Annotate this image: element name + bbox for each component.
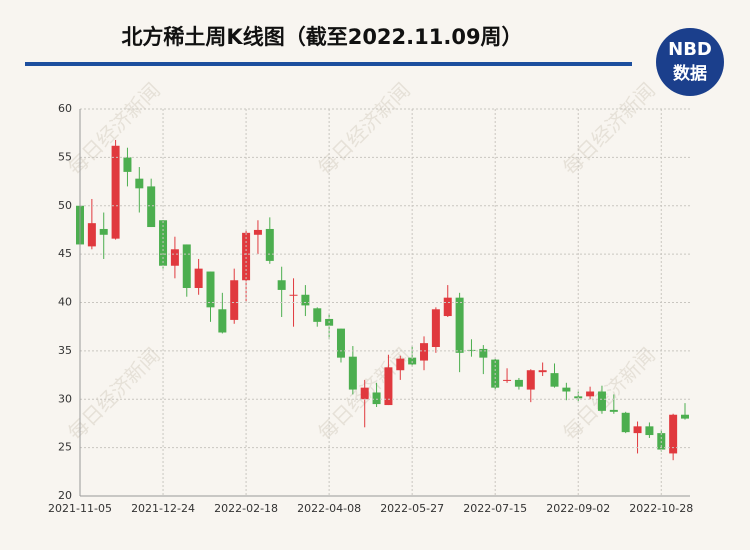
candle-body [360,387,369,400]
title-rule [25,62,632,66]
logo-badge [656,28,724,96]
candle-body [586,391,595,397]
candle-body [514,379,523,387]
y-tick-label: 55 [58,150,72,163]
candle-body [467,349,476,351]
x-tick-label: 2021-12-24 [131,502,195,515]
candle-body [681,414,689,419]
x-tick-label: 2021-11-05 [48,502,112,515]
candle-body [455,297,464,353]
candle-body [147,186,156,228]
candle-body [99,228,108,235]
candle-body [265,228,274,261]
candle-body [526,370,535,390]
candle-body [669,414,678,454]
x-tick-label: 2022-04-08 [297,502,361,515]
x-tick-label: 2022-05-27 [380,502,444,515]
y-tick-label: 30 [58,392,72,405]
candle-body [431,309,440,348]
y-tick-label: 40 [58,296,72,309]
y-tick-label: 25 [58,441,72,454]
candle-body [420,343,429,361]
candle-body [396,358,405,371]
x-tick-label: 2022-07-15 [463,502,527,515]
candle-body [372,392,381,405]
candle-body [313,308,322,322]
candle-body [242,232,251,281]
candle-body [135,178,144,189]
candle-body [194,268,203,288]
candle-body [277,280,286,290]
candle-body [503,379,512,381]
candle-body [253,229,262,235]
candle-body [348,356,357,390]
candle-body [170,249,179,266]
y-tick-label: 20 [58,489,72,502]
candle-body [633,426,642,434]
chart-title: 北方稀土周K线图（截至2022.11.09周） [121,25,522,49]
candle-body [289,294,298,296]
candle-body [645,426,654,436]
x-tick-label: 2022-02-18 [214,502,278,515]
candle-body [87,223,96,247]
candle-body [336,328,345,358]
candle-body [230,280,239,320]
candle-body [609,409,618,412]
logo-top: NBD [668,39,712,60]
candle-body [182,244,191,288]
candle-body [538,370,547,373]
candle-body [301,294,310,306]
candle-body [123,157,132,172]
candle-body [621,412,630,433]
candle-body [384,367,393,406]
x-tick-label: 2022-09-02 [546,502,610,515]
candle-body [597,391,606,411]
candle-body [206,271,215,308]
logo-bottom: 数据 [673,63,707,84]
candle-body [562,387,571,392]
y-tick-label: 45 [58,247,72,260]
candle-body [111,145,120,239]
candle-body [550,373,559,387]
candle-body [218,309,227,333]
candle-body [479,348,488,358]
x-tick-label: 2022-10-28 [629,502,693,515]
y-tick-label: 50 [58,199,72,212]
y-tick-label: 60 [58,102,72,115]
y-tick-label: 35 [58,344,72,357]
candle-body [443,297,452,317]
